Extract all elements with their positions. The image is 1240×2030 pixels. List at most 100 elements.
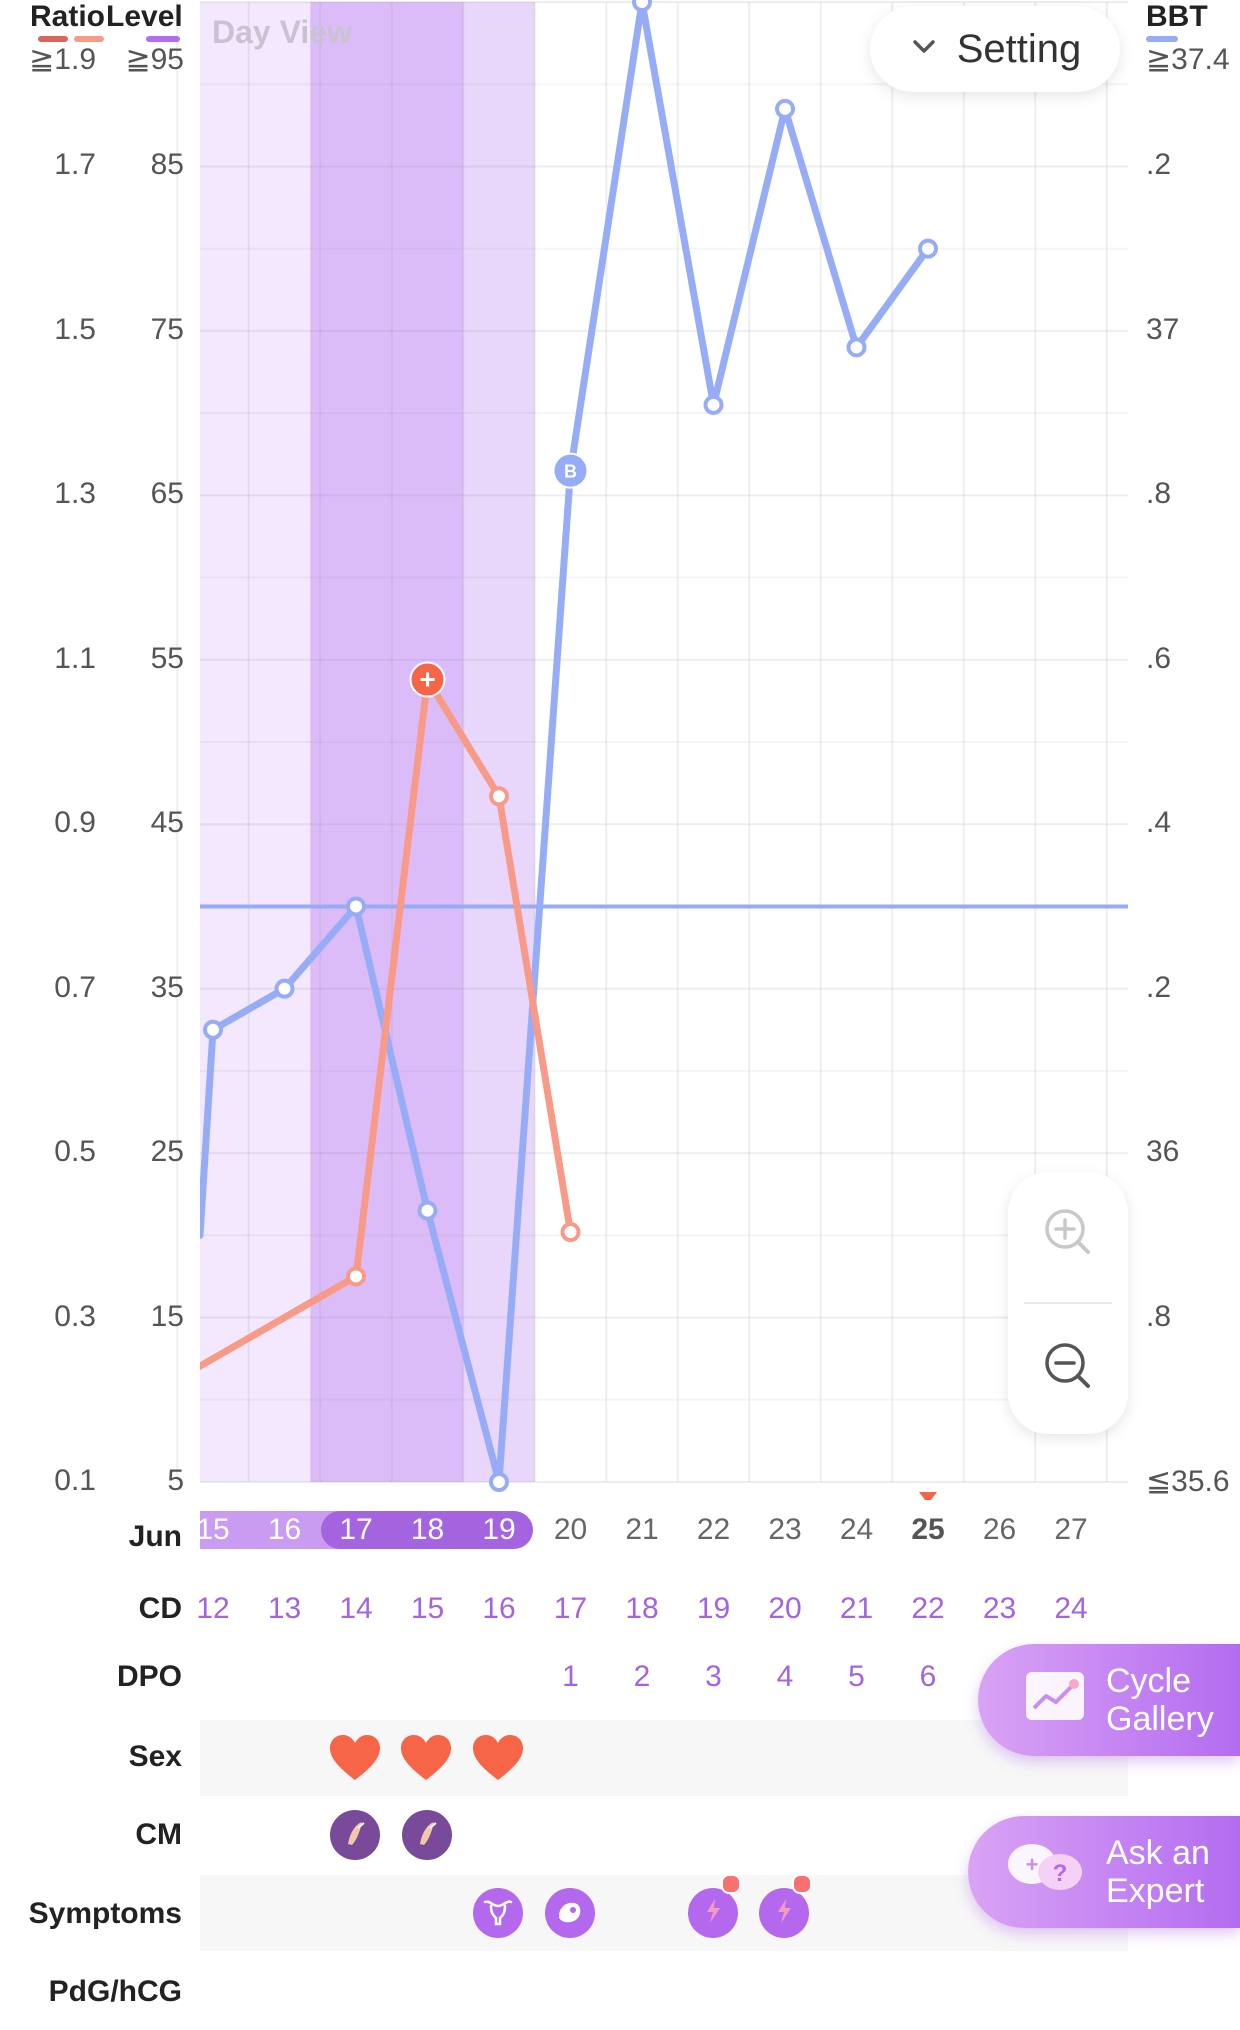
ratio-tick-label: 1.1 xyxy=(54,641,96,675)
dpo-value: 4 xyxy=(776,1660,794,1693)
cm-row-label: CM xyxy=(135,1818,182,1851)
symptoms-row-label: Symptoms xyxy=(28,1897,182,1930)
point-marker-label: + xyxy=(419,664,435,695)
symptom-entry-19[interactable] xyxy=(473,1888,523,1938)
bbt-tick-label: .8 xyxy=(1146,1299,1172,1333)
cm-entry-18[interactable] xyxy=(402,1810,452,1860)
bbt-point xyxy=(489,1472,509,1492)
view-mode-label[interactable]: Day View xyxy=(212,14,352,50)
date-label-24[interactable]: 24 xyxy=(839,1513,874,1546)
chart-image-icon xyxy=(1024,1670,1086,1730)
lh-point xyxy=(346,1266,366,1287)
sex-row-label: Sex xyxy=(128,1740,182,1773)
bbt-tick-label: 37 xyxy=(1146,312,1180,346)
cramp-icon xyxy=(698,1896,728,1931)
level-tick-label: 65 xyxy=(150,477,184,511)
uterus-icon xyxy=(481,1896,515,1931)
bbt-axis-header: BBT xyxy=(1146,0,1208,33)
level-tick-label: 55 xyxy=(150,641,184,675)
date-label-20[interactable]: 20 xyxy=(553,1513,588,1546)
zoom-controls xyxy=(1008,1172,1128,1434)
cd-row-label: CD xyxy=(138,1592,182,1625)
bbt-point xyxy=(203,1019,223,1040)
bbt-line xyxy=(200,0,932,1486)
zoom-in-icon xyxy=(1042,1206,1094,1263)
date-label-26[interactable]: 26 xyxy=(982,1513,1017,1546)
svg-text:+: + xyxy=(1026,1852,1039,1877)
chat-bubbles-icon: ? + xyxy=(1004,1840,1086,1904)
cd-value: 15 xyxy=(410,1592,445,1625)
level-axis-header: Level xyxy=(106,0,183,33)
bbt-tick-label: .2 xyxy=(1146,148,1172,182)
bbt-point xyxy=(346,896,366,917)
dpo-row-label: DPO xyxy=(116,1660,182,1693)
cm-entry-17[interactable] xyxy=(330,1810,380,1860)
level-tick-label: 5 xyxy=(167,1464,184,1497)
cd-value: 13 xyxy=(267,1592,302,1625)
cycle-gallery-button[interactable]: Cycle Gallery xyxy=(978,1644,1240,1756)
zoom-in-button[interactable] xyxy=(1008,1174,1128,1294)
date-label-27[interactable]: 27 xyxy=(1054,1513,1088,1546)
svg-text:?: ? xyxy=(1053,1860,1068,1887)
dpo-value: 6 xyxy=(919,1660,937,1693)
date-label-18[interactable]: 18 xyxy=(410,1513,445,1546)
chevron-down-icon xyxy=(909,27,939,72)
bbt-marker-point xyxy=(552,452,589,489)
cd-value: 18 xyxy=(625,1592,659,1625)
symptom-entry-22[interactable] xyxy=(688,1888,738,1938)
pdg-hcg-row-label: PdG/hCG xyxy=(48,1975,182,2008)
cycle-gallery-label: Cycle Gallery xyxy=(1106,1662,1214,1738)
bbt-tick-label: ≧37.4 xyxy=(1146,43,1230,76)
bbt-point xyxy=(632,0,652,12)
sex-heart-18[interactable] xyxy=(399,1734,453,1787)
sex-heart-17[interactable] xyxy=(328,1734,382,1787)
lh-point xyxy=(489,786,509,807)
ratio-tick-label: ≧1.9 xyxy=(29,43,96,76)
lh-point xyxy=(560,1222,581,1243)
cd-value: 14 xyxy=(339,1592,373,1625)
cd-value: 17 xyxy=(553,1592,588,1625)
bbt-point xyxy=(775,98,795,119)
level-tick-label: ≧95 xyxy=(125,43,184,76)
heart-icon xyxy=(328,1735,382,1786)
zoom-out-button[interactable] xyxy=(1008,1308,1128,1428)
heart-icon xyxy=(399,1735,453,1786)
level-tick-label: 85 xyxy=(150,148,184,182)
dpo-value: 1 xyxy=(562,1660,579,1693)
level-legend-swatch xyxy=(146,36,180,42)
today-marker xyxy=(919,1492,937,1500)
ask-expert-button[interactable]: ? + Ask an Expert xyxy=(968,1816,1240,1928)
sex-heart-19[interactable] xyxy=(471,1734,525,1787)
lh-peak-point xyxy=(409,661,446,698)
bbt-point xyxy=(918,238,938,259)
date-label-16[interactable]: 16 xyxy=(267,1513,302,1546)
ratio-tick-label: 1.5 xyxy=(54,312,96,346)
zoom-divider xyxy=(1024,1302,1112,1304)
level-tick-label: 15 xyxy=(150,1299,184,1333)
level-tick-label: 35 xyxy=(150,970,184,1004)
symptom-entry-20[interactable] xyxy=(545,1888,595,1938)
ratio-tick-label: 1.3 xyxy=(54,477,96,511)
dpo-value: 5 xyxy=(848,1660,865,1693)
bbt-tick-label: .2 xyxy=(1146,970,1172,1004)
ratio-tick-label: 0.3 xyxy=(54,1299,96,1333)
date-label-23[interactable]: 23 xyxy=(768,1513,802,1546)
setting-button[interactable]: Setting xyxy=(870,6,1120,92)
date-label-22[interactable]: 22 xyxy=(696,1513,731,1546)
dpo-value: 3 xyxy=(705,1660,722,1693)
date-label-21[interactable]: 21 xyxy=(625,1513,659,1546)
cervical-mucus-icon xyxy=(340,1818,370,1853)
ratio-tick-label: 0.1 xyxy=(54,1464,96,1497)
date-label-25[interactable]: 25 xyxy=(911,1513,945,1546)
bbt-tick-label: 36 xyxy=(1146,1135,1180,1169)
dpo-value: 2 xyxy=(633,1660,651,1693)
bbt-point xyxy=(274,978,295,999)
symptom-entry-23[interactable] xyxy=(759,1888,809,1938)
ratio-axis-header: Ratio xyxy=(30,0,105,33)
cd-value: 19 xyxy=(696,1592,731,1625)
date-label-17[interactable]: 17 xyxy=(339,1513,373,1546)
bbt-tick-label: .8 xyxy=(1146,477,1172,511)
date-label-19[interactable]: 19 xyxy=(482,1513,516,1546)
ratio-tick-label: 1.7 xyxy=(54,148,96,182)
date-label-15[interactable]: 15 xyxy=(196,1513,230,1546)
